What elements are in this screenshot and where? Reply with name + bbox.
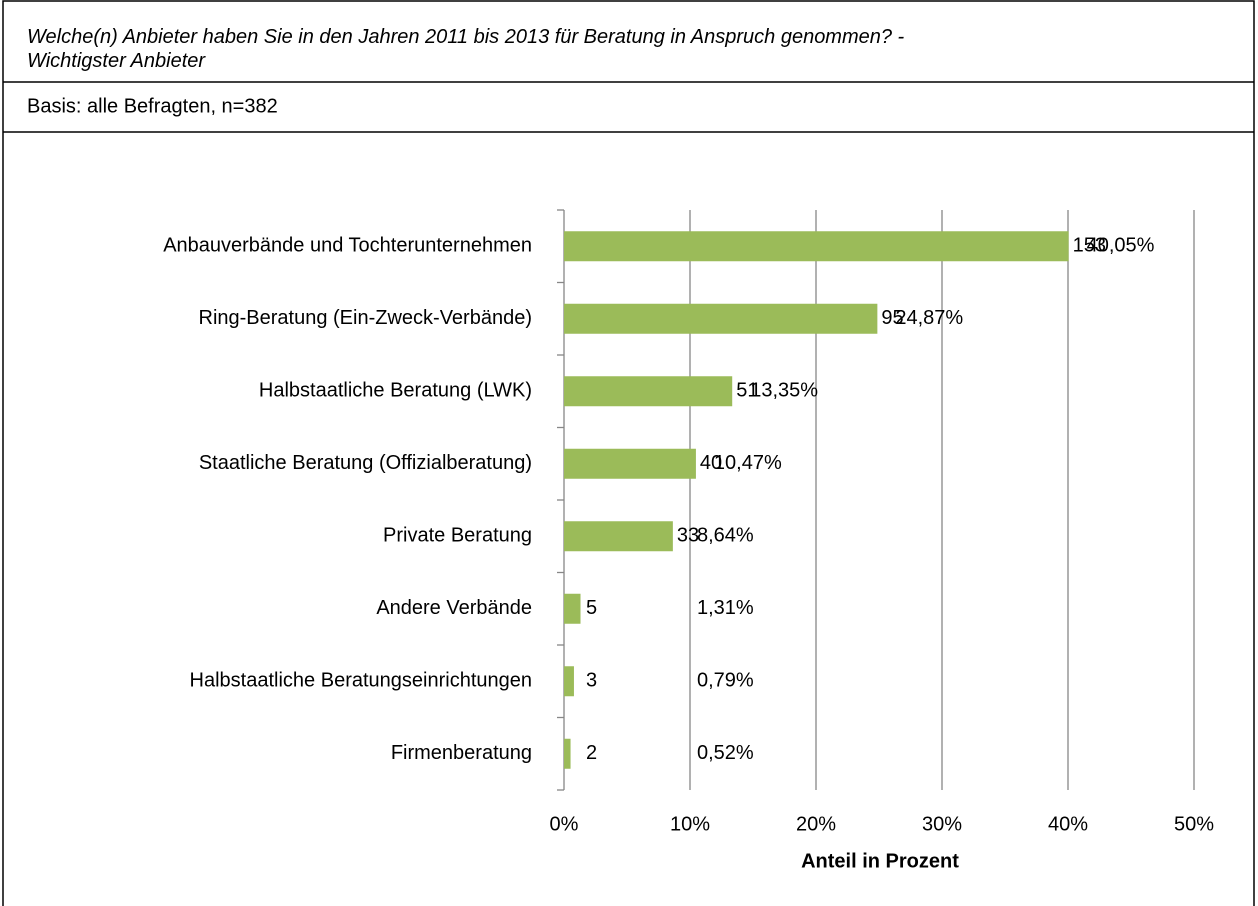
y-tick-label: Ring-Beratung (Ein-Zweck-Verbände) — [199, 307, 533, 329]
bar — [564, 376, 733, 407]
y-tick-label: Staatliche Beratung (Offizialberatung) — [199, 452, 532, 474]
y-tick-label: Anbauverbände und Tochterunternehmen — [163, 235, 532, 257]
bar — [564, 303, 878, 334]
bar — [564, 738, 571, 769]
subtitle: Basis: alle Befragten, n=382 — [27, 95, 278, 117]
y-tick-label: Halbstaatliche Beratung (LWK) — [259, 380, 532, 402]
count-label: 51 — [736, 380, 758, 402]
data-label: 10,47% — [714, 452, 782, 474]
x-tick-label: 30% — [922, 813, 962, 835]
count-label: 2 — [586, 742, 597, 764]
y-tick-label: Private Beratung — [383, 525, 532, 547]
bar — [564, 593, 581, 624]
bar — [564, 448, 696, 479]
count-label: 5 — [586, 597, 597, 619]
bar — [564, 231, 1069, 262]
y-tick-label: Andere Verbände — [376, 597, 532, 619]
count-label: 3 — [586, 670, 597, 692]
count-label: 153 — [1073, 235, 1106, 257]
bar — [564, 521, 673, 552]
data-label: 40,05% — [1087, 235, 1155, 257]
data-label: 1,31% — [697, 597, 754, 619]
bar — [564, 666, 574, 697]
x-tick-label: 0% — [550, 813, 579, 835]
count-label: 33 — [677, 525, 699, 547]
x-tick-label: 50% — [1174, 813, 1214, 835]
x-tick-label: 10% — [670, 813, 710, 835]
data-label: 8,64% — [697, 525, 754, 547]
x-tick-label: 20% — [796, 813, 836, 835]
count-label: 40 — [700, 452, 722, 474]
count-label: 95 — [881, 307, 903, 329]
data-label: 13,35% — [750, 380, 818, 402]
data-label: 0,52% — [697, 742, 754, 764]
x-tick-label: 40% — [1048, 813, 1088, 835]
y-tick-label: Firmenberatung — [391, 742, 532, 764]
data-label: 0,79% — [697, 670, 754, 692]
chart-title: Welche(n) Anbieter haben Sie in den Jahr… — [27, 26, 905, 72]
data-label: 24,87% — [895, 307, 963, 329]
y-tick-label: Halbstaatliche Beratungseinrichtungen — [190, 670, 532, 692]
x-axis-label: Anteil in Prozent — [801, 850, 959, 872]
